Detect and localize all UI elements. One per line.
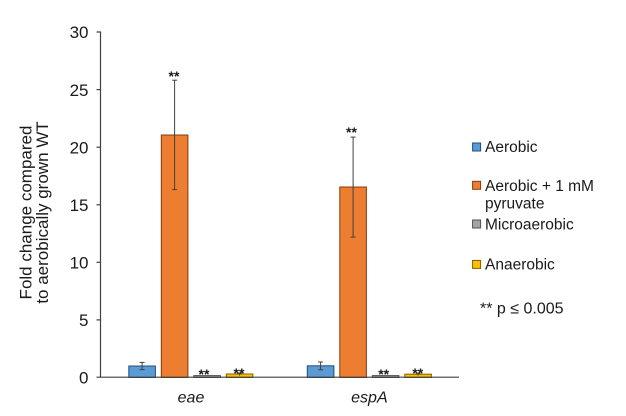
- svg-text:15: 15: [70, 196, 89, 215]
- svg-text:**: **: [199, 366, 210, 382]
- svg-text:Anaerobic: Anaerobic: [485, 257, 555, 274]
- svg-text:25: 25: [70, 81, 89, 100]
- svg-text:**: **: [346, 124, 357, 140]
- svg-text:**: **: [378, 366, 389, 382]
- svg-text:0: 0: [79, 368, 88, 387]
- svg-text:20: 20: [70, 138, 89, 157]
- svg-text:10: 10: [70, 254, 89, 273]
- svg-text:**: **: [412, 365, 423, 381]
- svg-text:Fold change compared: Fold change compared: [16, 126, 35, 300]
- svg-text:**: **: [169, 68, 180, 84]
- svg-text:** p ≤ 0.005: ** p ≤ 0.005: [480, 301, 564, 318]
- svg-text:eae: eae: [178, 389, 205, 406]
- svg-text:Aerobic + 1 mM: Aerobic + 1 mM: [485, 178, 594, 195]
- svg-text:pyruvate: pyruvate: [485, 196, 544, 213]
- svg-text:Microaerobic: Microaerobic: [485, 216, 574, 233]
- svg-text:Aerobic: Aerobic: [485, 139, 538, 156]
- svg-text:to aerobically grown WT: to aerobically grown WT: [33, 121, 52, 303]
- svg-text:30: 30: [70, 23, 89, 42]
- svg-text:5: 5: [79, 311, 88, 330]
- svg-text:**: **: [234, 365, 245, 381]
- svg-text:espA: espA: [351, 389, 387, 406]
